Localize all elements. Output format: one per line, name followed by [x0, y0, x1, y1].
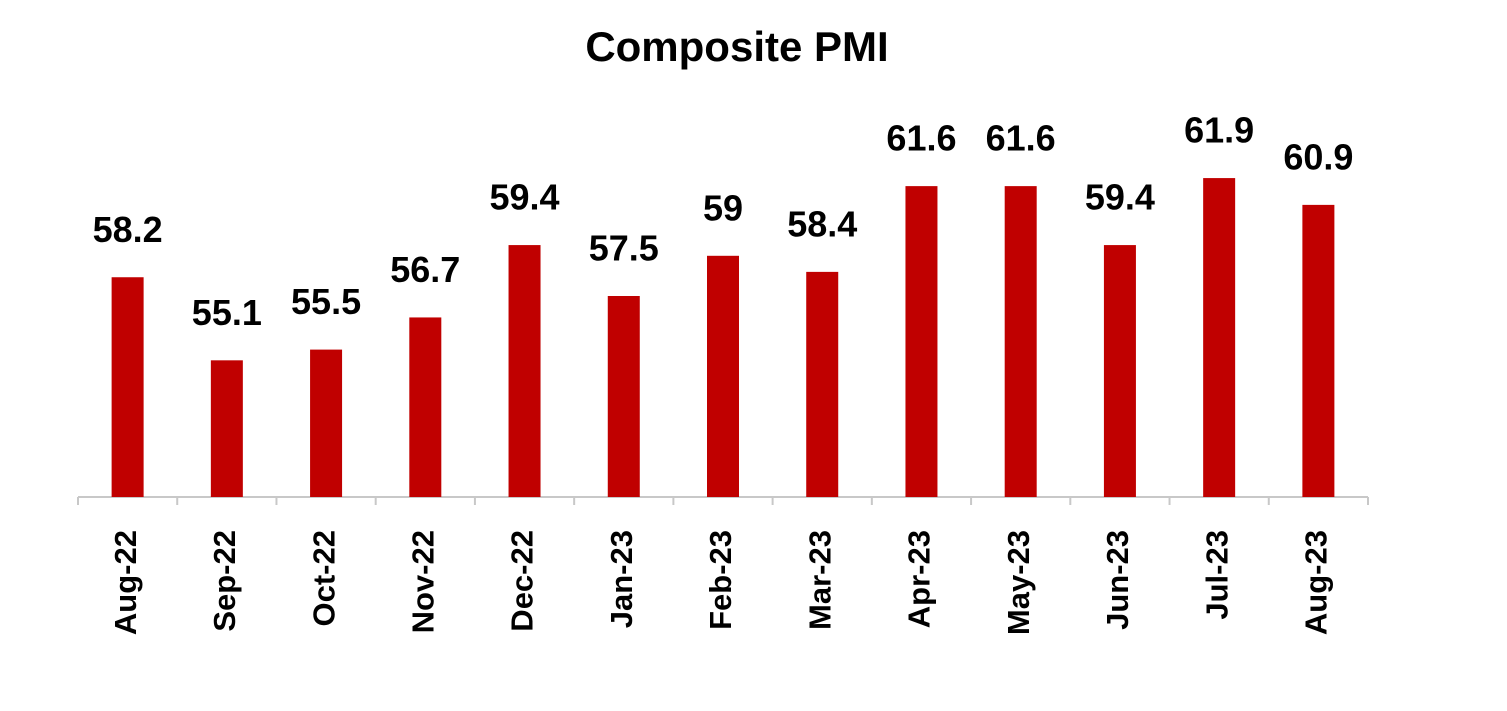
- x-tick-label: Aug-22: [108, 530, 143, 635]
- bar: [707, 255, 739, 497]
- value-label: 59.4: [489, 177, 559, 218]
- value-label: 58.4: [787, 203, 857, 244]
- value-label: 60.9: [1283, 136, 1353, 177]
- bar: [210, 360, 243, 497]
- x-tick-label: Jun-23: [1100, 530, 1135, 630]
- bar: [1103, 245, 1136, 497]
- bar: [111, 277, 144, 497]
- bar: [607, 296, 640, 497]
- bar: [310, 349, 343, 497]
- x-tick-label: Feb-23: [703, 530, 738, 630]
- bar: [1302, 204, 1335, 497]
- x-tick-label: Jul-23: [1199, 530, 1234, 620]
- value-label: 58.2: [93, 209, 163, 250]
- bar: [409, 317, 442, 497]
- value-label: 59: [703, 187, 743, 228]
- value-label: 61.9: [1184, 110, 1254, 151]
- bar: [806, 271, 839, 497]
- value-label: 61.6: [886, 118, 956, 159]
- x-tick-label: Oct-22: [306, 530, 341, 626]
- bar: [1004, 186, 1037, 497]
- value-label: 59.4: [1085, 177, 1155, 218]
- x-tick-label: May-23: [1001, 530, 1036, 635]
- value-label: 57.5: [589, 228, 659, 269]
- value-label: 55.5: [291, 281, 361, 322]
- x-tick-label: Aug-23: [1299, 530, 1334, 635]
- bar: [1203, 178, 1236, 497]
- bar: [905, 186, 938, 497]
- x-tick-label: Sep-22: [207, 530, 242, 632]
- x-tick-label: Dec-22: [505, 530, 540, 632]
- bar: [508, 245, 541, 497]
- value-label: 61.6: [986, 118, 1056, 159]
- x-tick-label: Jan-23: [604, 530, 639, 628]
- x-tick-label: Mar-23: [802, 530, 837, 630]
- x-tick-label: Nov-22: [405, 530, 440, 633]
- chart-title: Composite PMI: [585, 23, 888, 70]
- value-label: 56.7: [390, 249, 460, 290]
- x-tick-label: Apr-23: [902, 530, 937, 628]
- value-label: 55.1: [192, 292, 262, 333]
